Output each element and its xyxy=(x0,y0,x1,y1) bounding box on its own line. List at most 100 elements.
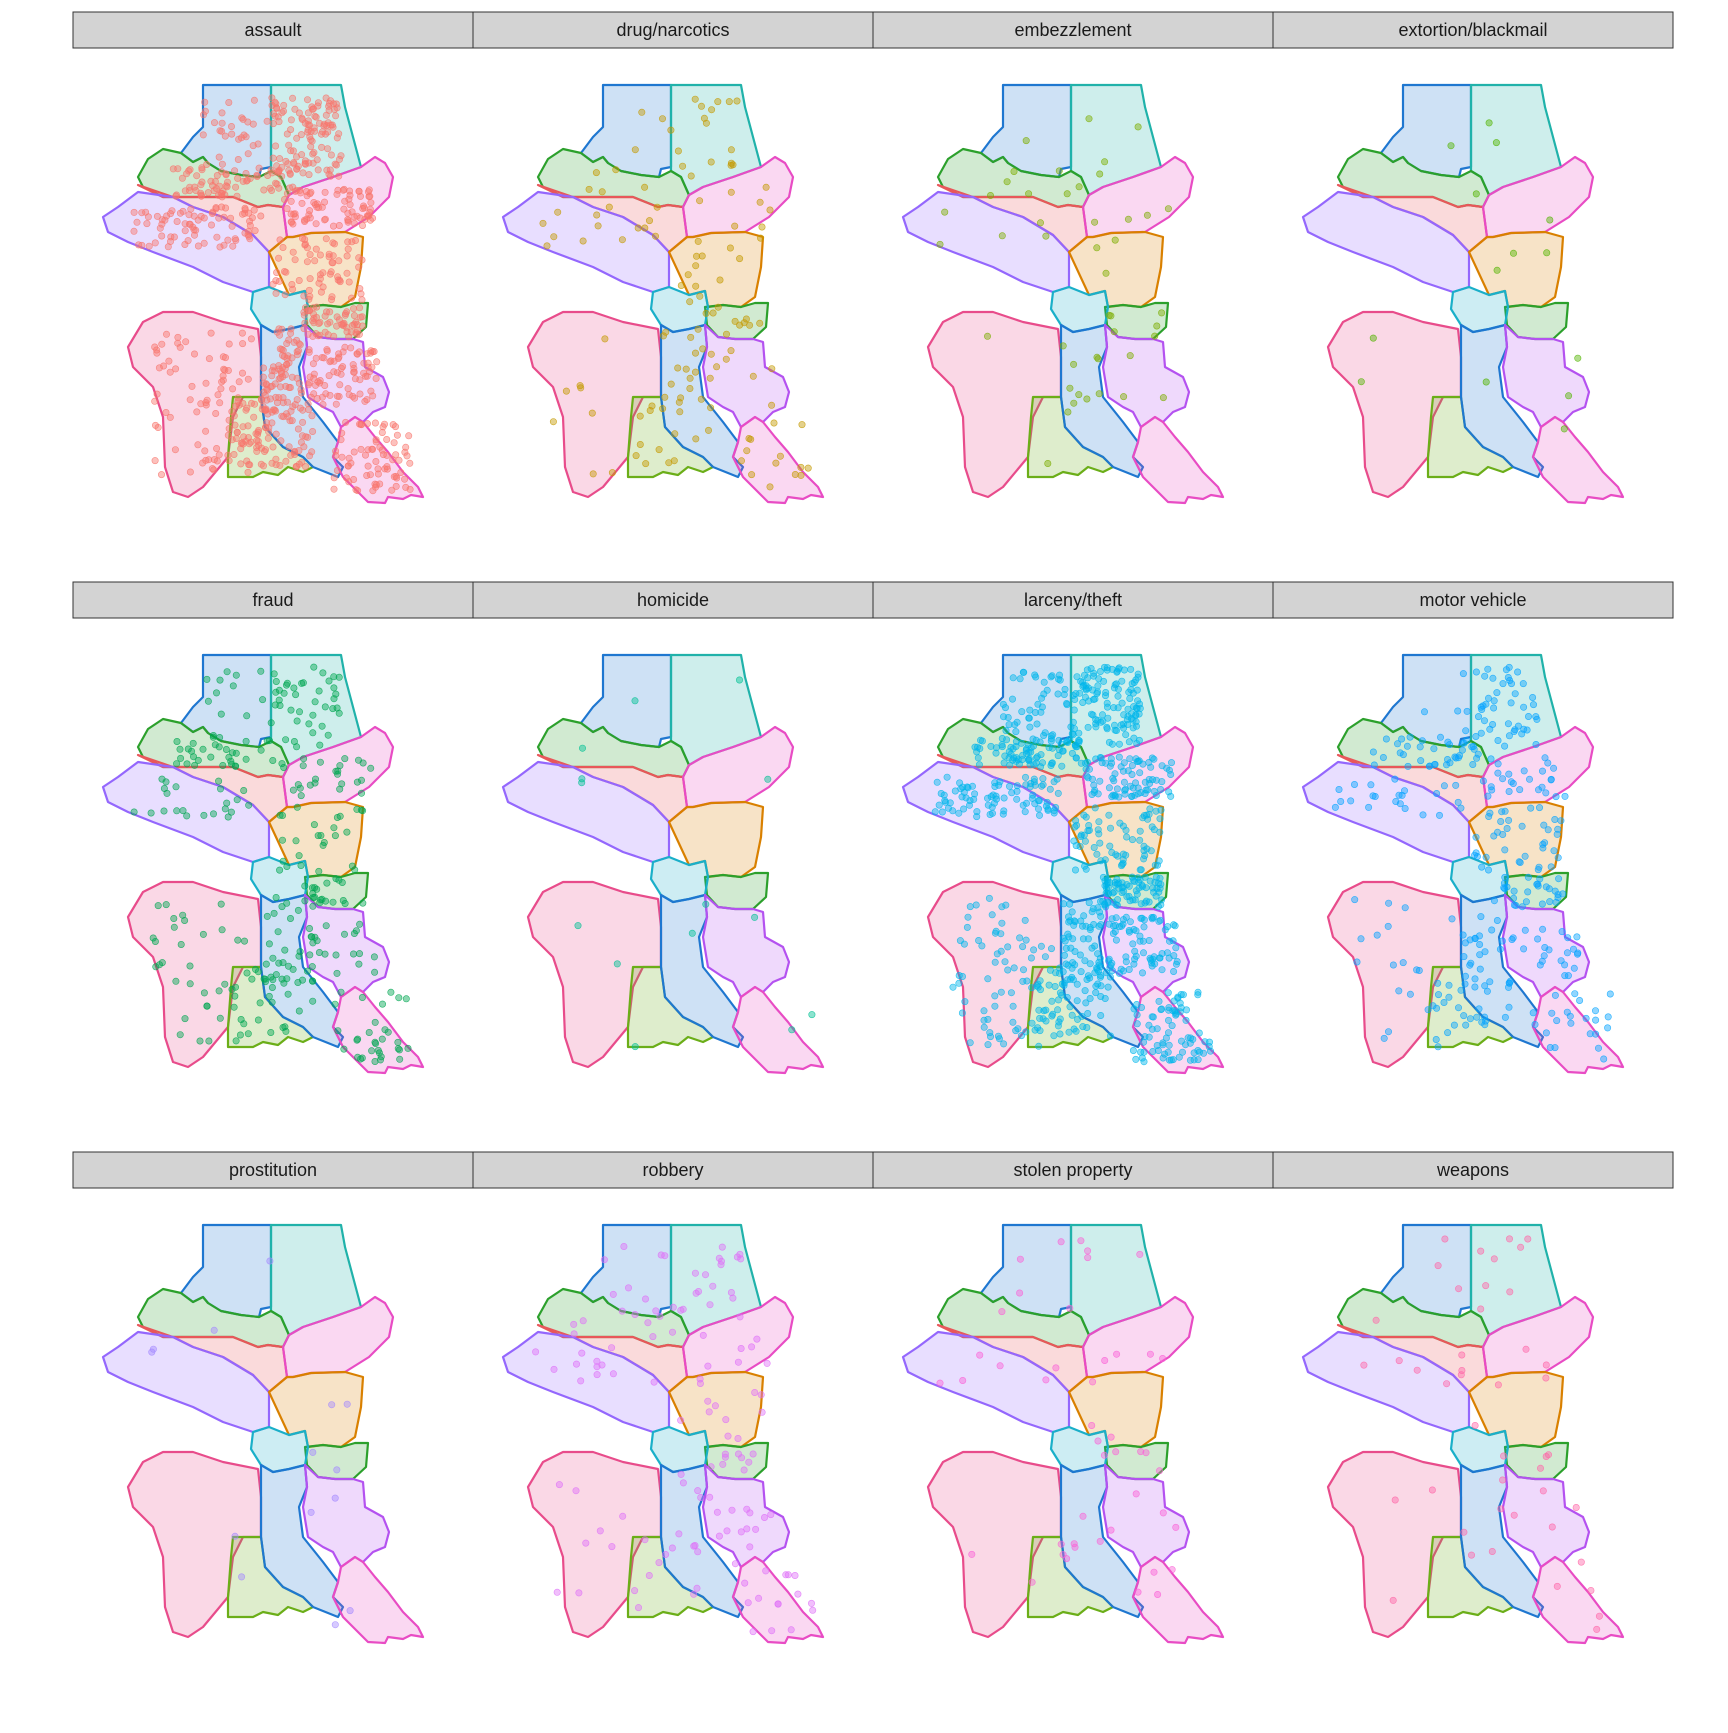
crime-point xyxy=(676,408,684,416)
crime-point xyxy=(1440,782,1448,790)
crime-point xyxy=(1468,1551,1476,1559)
crime-point xyxy=(1095,818,1103,826)
crime-point xyxy=(1030,742,1038,750)
crime-point xyxy=(286,169,294,177)
crime-point xyxy=(674,364,682,372)
crime-point xyxy=(350,219,358,227)
crime-point xyxy=(291,213,299,221)
crime-point xyxy=(1060,979,1068,987)
crime-point xyxy=(307,188,315,196)
crime-point xyxy=(350,448,358,456)
crime-point xyxy=(618,236,626,244)
crime-point xyxy=(293,743,301,751)
crime-point xyxy=(668,1544,676,1552)
crime-point xyxy=(300,292,308,300)
crime-point xyxy=(297,862,305,870)
crime-point xyxy=(1146,1350,1154,1358)
crime-point xyxy=(1111,927,1119,935)
crime-point xyxy=(532,1348,540,1356)
crime-point xyxy=(995,781,1003,789)
crime-point xyxy=(211,741,219,749)
crime-point xyxy=(287,914,295,922)
crime-point xyxy=(582,1539,590,1547)
crime-point xyxy=(1508,680,1516,688)
facet-strip xyxy=(472,581,874,619)
crime-point xyxy=(1145,776,1153,784)
crime-point xyxy=(323,347,331,355)
crime-point xyxy=(1472,833,1480,841)
crime-point xyxy=(280,353,288,361)
crime-point xyxy=(1130,960,1138,968)
crime-point xyxy=(275,184,283,192)
crime-point xyxy=(281,268,289,276)
precinct-region xyxy=(1131,415,1225,505)
crime-point xyxy=(940,791,948,799)
crime-point xyxy=(194,756,202,764)
crime-point xyxy=(153,346,161,354)
crime-point xyxy=(1133,1011,1141,1019)
crime-point xyxy=(299,234,307,242)
crime-point xyxy=(1048,760,1056,768)
crime-point xyxy=(1511,690,1519,698)
crime-point xyxy=(210,1326,218,1334)
crime-point xyxy=(1162,1034,1170,1042)
crime-point xyxy=(1085,822,1093,830)
precinct-map xyxy=(901,83,1225,505)
crime-point xyxy=(356,304,364,312)
crime-point xyxy=(573,1360,581,1368)
crime-point xyxy=(698,102,706,110)
crime-point xyxy=(244,150,252,158)
crime-point xyxy=(162,901,170,909)
crime-point xyxy=(1063,738,1071,746)
crime-point xyxy=(1003,178,1011,186)
crime-point xyxy=(1070,399,1078,407)
crime-point xyxy=(344,245,352,253)
crime-point xyxy=(330,222,338,230)
precinct-region xyxy=(1501,323,1591,429)
crime-point xyxy=(758,1408,766,1416)
crime-point xyxy=(1134,123,1142,131)
crime-point xyxy=(1455,1285,1463,1293)
crime-point xyxy=(1009,1002,1017,1010)
crime-point xyxy=(1497,818,1505,826)
crime-point xyxy=(177,754,185,762)
crime-point xyxy=(997,988,1005,996)
crime-point xyxy=(949,807,957,815)
crime-point xyxy=(1176,999,1184,1007)
crime-point xyxy=(368,363,376,371)
crime-point xyxy=(642,1295,650,1303)
crime-point xyxy=(667,126,675,134)
crime-point xyxy=(555,1481,563,1489)
crime-point xyxy=(348,862,356,870)
crime-point xyxy=(242,755,250,763)
crime-point xyxy=(283,205,291,213)
crime-point xyxy=(297,792,305,800)
crime-point xyxy=(1510,887,1518,895)
crime-point xyxy=(731,317,739,325)
crime-point xyxy=(309,1448,317,1456)
crime-point xyxy=(600,1256,608,1264)
crime-point xyxy=(1094,682,1102,690)
crime-point xyxy=(1106,842,1114,850)
crime-point xyxy=(1494,760,1502,768)
crime-point xyxy=(1124,767,1132,775)
crime-point xyxy=(1000,807,1008,815)
crime-point xyxy=(693,252,701,260)
crime-point xyxy=(332,161,340,169)
crime-point xyxy=(1385,1028,1393,1036)
crime-point xyxy=(766,206,774,214)
crime-point xyxy=(276,236,284,244)
crime-point xyxy=(1337,798,1345,806)
crime-point xyxy=(197,212,205,220)
crime-point xyxy=(1096,839,1104,847)
crime-point xyxy=(344,462,352,470)
crime-point xyxy=(1002,727,1010,735)
crime-point xyxy=(1093,244,1101,252)
crime-point xyxy=(1059,342,1067,350)
crime-point xyxy=(347,344,355,352)
crime-point xyxy=(578,775,586,783)
crime-point xyxy=(1505,979,1513,987)
crime-point xyxy=(271,701,279,709)
crime-point xyxy=(270,909,278,917)
crime-point xyxy=(392,482,400,490)
